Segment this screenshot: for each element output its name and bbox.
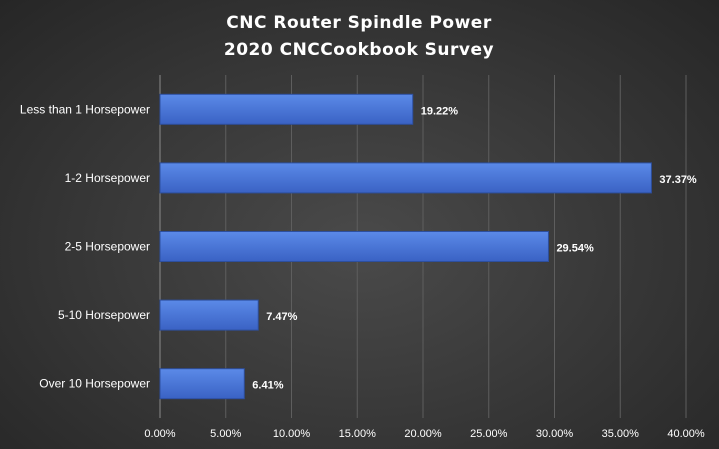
x-tick-label: 35.00% [602, 428, 640, 440]
bar [159, 231, 549, 262]
data-label: 7.47% [266, 311, 297, 323]
data-label: 19.22% [421, 105, 459, 117]
bar [159, 368, 245, 400]
labels: 0.00% 5.00% 10.00% 15.00% 20.00% 25.00% 30.00%… [20, 102, 705, 440]
bars [159, 93, 652, 400]
x-tick-label: 5.00% [210, 428, 241, 440]
x-tick-label: 20.00% [404, 428, 442, 440]
x-tick-label: 40.00% [667, 428, 705, 440]
data-label: 6.41% [252, 380, 283, 392]
bar [159, 93, 414, 125]
category-label: 2-5 Horsepower [65, 240, 150, 254]
bar [159, 162, 652, 194]
x-tick-label: 15.00% [339, 428, 377, 440]
data-label: 37.37% [659, 174, 697, 186]
chart-subtitle: 2020 CNCCookbook Survey [224, 40, 494, 60]
category-label: Less than 1 Horsepower [20, 102, 150, 116]
x-tick-label: 10.00% [273, 428, 311, 440]
category-label: 1-2 Horsepower [65, 171, 150, 185]
category-label: 5-10 Horsepower [58, 308, 150, 322]
category-label: Over 10 Horsepower [39, 377, 150, 391]
data-label: 29.54% [556, 243, 594, 255]
x-tick-label: 0.00% [144, 428, 175, 440]
chart-title: CNC Router Spindle Power [226, 13, 492, 33]
x-tick-label: 25.00% [470, 428, 508, 440]
x-tick-label: 30.00% [536, 428, 574, 440]
bar [159, 299, 259, 331]
